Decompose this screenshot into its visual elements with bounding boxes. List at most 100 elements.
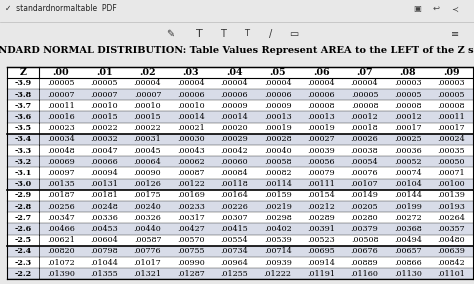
Text: .00415: .00415 bbox=[220, 225, 248, 233]
Bar bbox=[7, 201, 473, 212]
Text: -3.1: -3.1 bbox=[14, 169, 32, 177]
Text: .08: .08 bbox=[400, 68, 416, 77]
Text: .00004: .00004 bbox=[264, 80, 292, 87]
Text: .00368: .00368 bbox=[394, 225, 422, 233]
Text: .00248: .00248 bbox=[90, 202, 118, 210]
Text: .00494: .00494 bbox=[394, 236, 422, 244]
Text: .00021: .00021 bbox=[177, 124, 205, 132]
Text: .00056: .00056 bbox=[307, 158, 335, 166]
Bar bbox=[7, 111, 473, 123]
Text: .00019: .00019 bbox=[307, 124, 335, 132]
Text: -3.3: -3.3 bbox=[15, 147, 32, 154]
Text: .00074: .00074 bbox=[394, 169, 422, 177]
Text: .00011: .00011 bbox=[47, 102, 74, 110]
Text: T: T bbox=[244, 29, 249, 38]
Text: .01044: .01044 bbox=[90, 258, 118, 266]
Bar bbox=[7, 257, 473, 268]
Text: .00012: .00012 bbox=[351, 113, 378, 121]
Bar bbox=[7, 179, 473, 190]
Text: .00939: .00939 bbox=[264, 258, 292, 266]
Text: .01101: .01101 bbox=[438, 270, 465, 278]
Text: .00058: .00058 bbox=[264, 158, 292, 166]
Text: .00012: .00012 bbox=[394, 113, 422, 121]
Text: .00042: .00042 bbox=[220, 147, 248, 154]
Text: .00008: .00008 bbox=[438, 102, 465, 110]
Text: .00240: .00240 bbox=[134, 202, 161, 210]
Text: .00889: .00889 bbox=[351, 258, 378, 266]
Text: .00071: .00071 bbox=[438, 169, 465, 177]
Text: .06: .06 bbox=[313, 68, 329, 77]
Text: .00084: .00084 bbox=[220, 169, 248, 177]
Text: .00007: .00007 bbox=[134, 91, 161, 99]
Text: .00169: .00169 bbox=[177, 191, 205, 199]
Text: T: T bbox=[196, 29, 202, 39]
Text: .00009: .00009 bbox=[264, 102, 292, 110]
Text: .00005: .00005 bbox=[351, 91, 378, 99]
Text: ✓  standardnormaltable  PDF: ✓ standardnormaltable PDF bbox=[5, 4, 117, 13]
Text: -2.7: -2.7 bbox=[15, 214, 32, 222]
Text: .00570: .00570 bbox=[177, 236, 205, 244]
Text: ≺: ≺ bbox=[452, 4, 458, 13]
Text: .00914: .00914 bbox=[307, 258, 335, 266]
Text: .01160: .01160 bbox=[351, 270, 378, 278]
Text: .00466: .00466 bbox=[47, 225, 74, 233]
Text: .00226: .00226 bbox=[220, 202, 248, 210]
Text: .00066: .00066 bbox=[90, 158, 118, 166]
Text: .00003: .00003 bbox=[394, 80, 422, 87]
Text: .01355: .01355 bbox=[90, 270, 118, 278]
Text: .00008: .00008 bbox=[307, 102, 335, 110]
Text: .01321: .01321 bbox=[134, 270, 162, 278]
Text: .01: .01 bbox=[96, 68, 112, 77]
Text: -2.6: -2.6 bbox=[15, 225, 32, 233]
Text: .00026: .00026 bbox=[351, 135, 378, 143]
Text: .00326: .00326 bbox=[134, 214, 162, 222]
Text: .00025: .00025 bbox=[394, 135, 422, 143]
Text: .00031: .00031 bbox=[134, 135, 161, 143]
Text: .00003: .00003 bbox=[438, 80, 465, 87]
Bar bbox=[7, 100, 473, 111]
Text: .00336: .00336 bbox=[90, 214, 118, 222]
Text: .01130: .01130 bbox=[394, 270, 422, 278]
Text: .00164: .00164 bbox=[220, 191, 248, 199]
Text: .00039: .00039 bbox=[307, 147, 335, 154]
Text: .00307: .00307 bbox=[220, 214, 248, 222]
Text: .04: .04 bbox=[226, 68, 243, 77]
Text: -3.9: -3.9 bbox=[15, 80, 32, 87]
Text: .00005: .00005 bbox=[394, 91, 422, 99]
Text: .00280: .00280 bbox=[351, 214, 378, 222]
Text: ▭: ▭ bbox=[289, 29, 299, 39]
Text: .00453: .00453 bbox=[90, 225, 118, 233]
Text: .00104: .00104 bbox=[394, 180, 422, 188]
Text: -3.5: -3.5 bbox=[15, 124, 32, 132]
Text: .00587: .00587 bbox=[134, 236, 161, 244]
Text: .00090: .00090 bbox=[134, 169, 161, 177]
Text: .00523: .00523 bbox=[307, 236, 335, 244]
Text: -3.7: -3.7 bbox=[15, 102, 32, 110]
Text: -3.6: -3.6 bbox=[15, 113, 32, 121]
Text: .00020: .00020 bbox=[220, 124, 248, 132]
Text: .09: .09 bbox=[443, 68, 460, 77]
Text: /: / bbox=[269, 29, 272, 39]
Text: .01390: .01390 bbox=[47, 270, 74, 278]
Text: -2.8: -2.8 bbox=[15, 202, 32, 210]
Text: .01017: .01017 bbox=[134, 258, 161, 266]
Text: .00015: .00015 bbox=[134, 113, 161, 121]
Text: .00064: .00064 bbox=[134, 158, 161, 166]
Bar bbox=[7, 156, 473, 167]
Text: .00004: .00004 bbox=[220, 80, 248, 87]
Text: .00621: .00621 bbox=[47, 236, 74, 244]
Text: .00008: .00008 bbox=[394, 102, 422, 110]
Text: .00035: .00035 bbox=[438, 147, 465, 154]
Text: .00034: .00034 bbox=[47, 135, 74, 143]
Text: .00539: .00539 bbox=[264, 236, 292, 244]
Text: .00017: .00017 bbox=[394, 124, 422, 132]
Bar bbox=[7, 145, 473, 156]
Text: -3.8: -3.8 bbox=[15, 91, 32, 99]
Text: .00014: .00014 bbox=[177, 113, 205, 121]
Text: .00347: .00347 bbox=[47, 214, 74, 222]
Text: .00052: .00052 bbox=[394, 158, 422, 166]
Text: .00639: .00639 bbox=[438, 247, 465, 255]
Bar bbox=[7, 268, 473, 279]
Text: .00038: .00038 bbox=[351, 147, 378, 154]
Text: T: T bbox=[220, 29, 226, 39]
